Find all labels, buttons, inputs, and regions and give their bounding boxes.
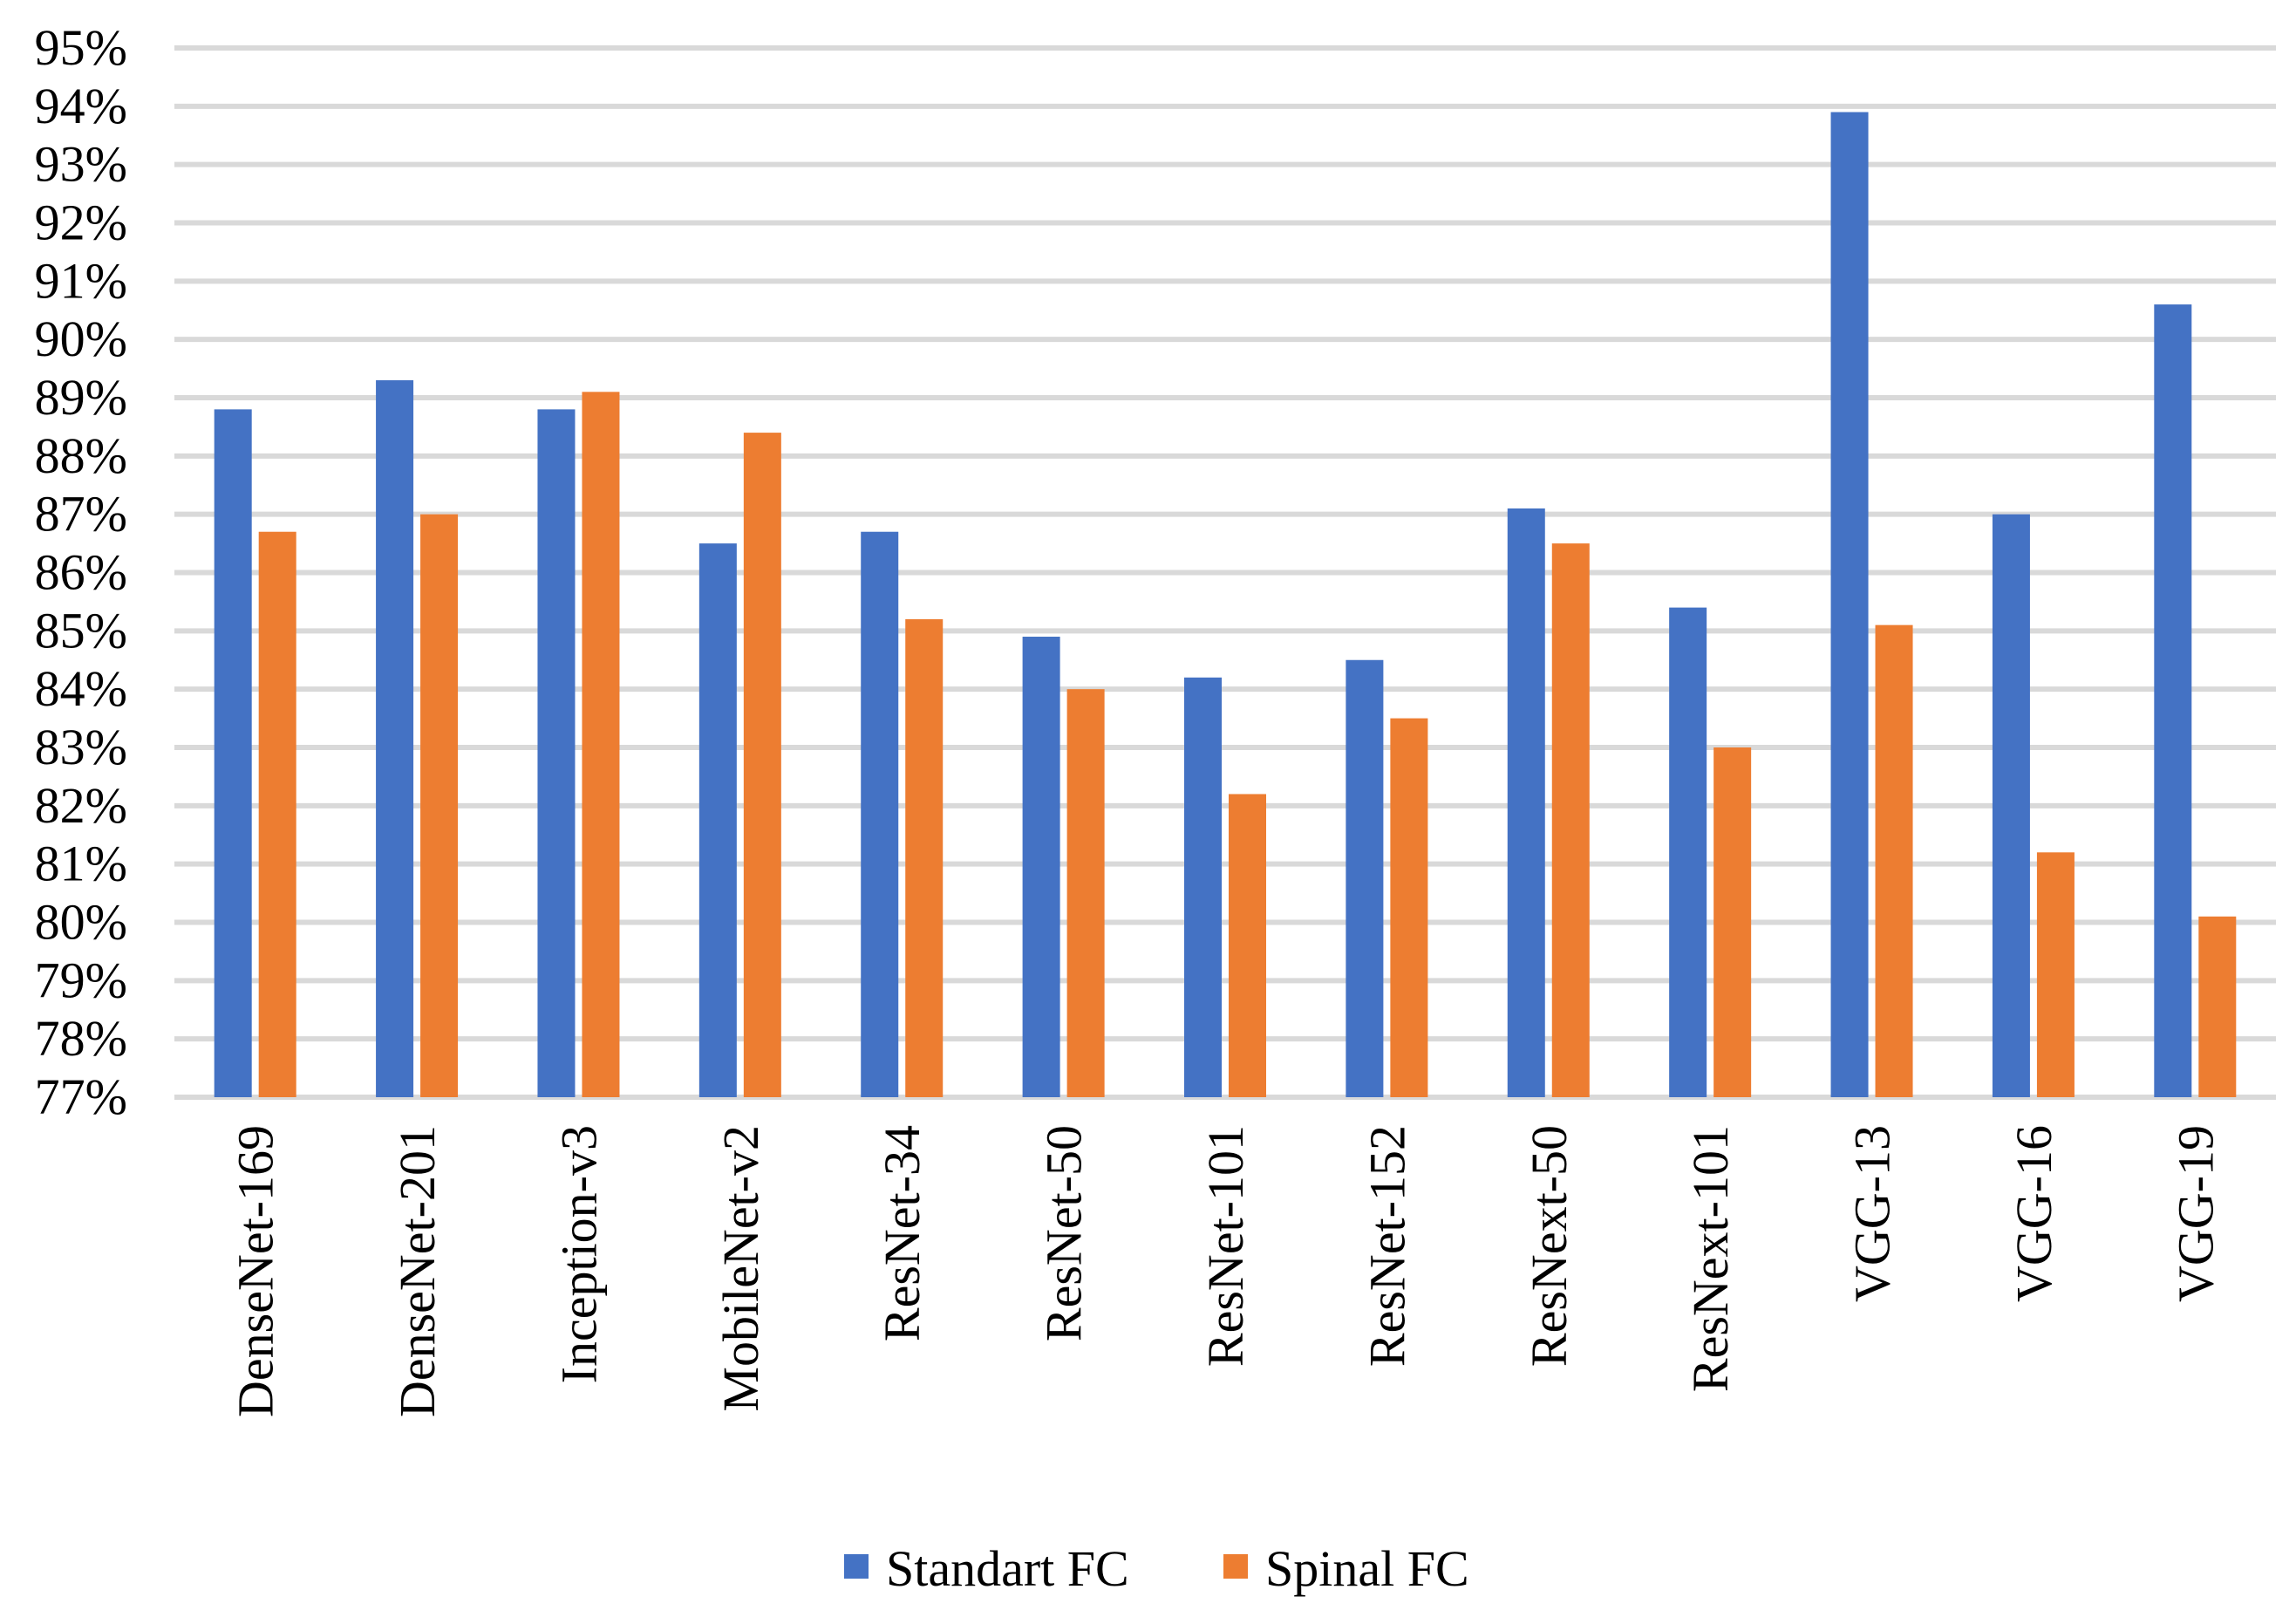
- bar-spinal-fc-resnet-152: [1390, 718, 1428, 1097]
- bar-standart-fc-mobilenet-v2: [698, 543, 737, 1097]
- y-tick-label: 90%: [35, 310, 127, 367]
- y-tick-label: 84%: [35, 660, 127, 717]
- y-tick-label: 77%: [35, 1068, 127, 1125]
- bar-spinal-fc-resnet-50: [1066, 689, 1105, 1097]
- x-tick-label: ResNext-101: [1682, 1125, 1739, 1392]
- y-tick-label: 82%: [35, 777, 127, 834]
- bars: [214, 112, 2237, 1098]
- x-tick-label: VGG-19: [2167, 1125, 2224, 1302]
- legend-standart-fc-label: Standart FC: [886, 1540, 1129, 1597]
- y-tick-label: 91%: [35, 252, 127, 309]
- bar-standart-fc-resnet-152: [1346, 659, 1384, 1097]
- bar-standart-fc-resnet-34: [861, 531, 899, 1097]
- legend: Standart FC Spinal FC: [844, 1540, 1469, 1597]
- gridlines: [174, 45, 2276, 1100]
- y-tick-label: 83%: [35, 719, 127, 775]
- bar-spinal-fc-densenet-201: [420, 514, 459, 1097]
- bar-standart-fc-vgg-16: [1992, 514, 2030, 1097]
- x-tick-label: VGG-16: [2006, 1125, 2062, 1302]
- x-tick-label: DenseNet-169: [228, 1125, 284, 1417]
- bar-spinal-fc-resnet-101: [1229, 794, 1266, 1097]
- y-tick-label: 89%: [35, 369, 127, 426]
- x-tick-label: ResNet-50: [1036, 1125, 1093, 1341]
- y-tick-label: 81%: [35, 836, 127, 892]
- bar-standart-fc-vgg-19: [2154, 304, 2192, 1098]
- bar-standart-fc-resnext-50: [1507, 508, 1545, 1097]
- bar-standart-fc-densenet-201: [376, 379, 414, 1097]
- x-tick-label: MobileNet-v2: [712, 1125, 769, 1412]
- x-tick-label: Inception-v3: [550, 1125, 607, 1383]
- bar-standart-fc-vgg-13: [1830, 112, 1869, 1098]
- x-tick-label: ResNet-152: [1359, 1125, 1415, 1367]
- bar-standart-fc-resnet-50: [1022, 637, 1060, 1097]
- y-tick-label: 95%: [35, 19, 127, 76]
- bar-standart-fc-densenet-169: [214, 409, 252, 1097]
- y-tick-label: 94%: [35, 78, 127, 134]
- bar-spinal-fc-resnet-34: [905, 618, 944, 1097]
- legend-spinal-fc-swatch: [1223, 1554, 1248, 1579]
- x-axis-ticks: DenseNet-169 DenseNet-201 Inception-v3 Mobi…: [228, 1125, 2224, 1417]
- y-tick-label: 87%: [35, 486, 127, 542]
- y-tick-label: 79%: [35, 952, 127, 1008]
- bar-spinal-fc-vgg-16: [2036, 852, 2075, 1097]
- bar-spinal-fc-vgg-13: [1875, 624, 1913, 1097]
- y-tick-label: 93%: [35, 136, 127, 193]
- x-tick-label: VGG-13: [1844, 1125, 1901, 1302]
- y-axis-ticks: 77%78%79%80%81%82%83%84%85%86%87%88%89%9…: [35, 19, 127, 1125]
- y-tick-label: 80%: [35, 894, 127, 951]
- bar-spinal-fc-inception-v3: [582, 392, 620, 1098]
- x-tick-label: ResNext-50: [1521, 1125, 1577, 1367]
- x-tick-label: ResNet-34: [874, 1125, 930, 1341]
- y-tick-label: 85%: [35, 602, 127, 658]
- bar-standart-fc-resnext-101: [1669, 607, 1707, 1097]
- bar-spinal-fc-mobilenet-v2: [743, 433, 781, 1098]
- bar-spinal-fc-resnext-101: [1713, 747, 1752, 1097]
- y-tick-label: 86%: [35, 544, 127, 601]
- legend-standart-fc-swatch: [844, 1554, 869, 1579]
- x-tick-label: DenseNet-201: [389, 1125, 446, 1417]
- bar-standart-fc-inception-v3: [537, 409, 576, 1097]
- y-tick-label: 78%: [35, 1010, 127, 1067]
- x-tick-label: ResNet-101: [1197, 1125, 1254, 1367]
- bar-spinal-fc-resnext-50: [1551, 543, 1590, 1097]
- legend-spinal-fc-label: Spinal FC: [1265, 1540, 1469, 1597]
- y-tick-label: 92%: [35, 194, 127, 251]
- bar-standart-fc-resnet-101: [1184, 677, 1222, 1097]
- y-tick-label: 88%: [35, 427, 127, 484]
- bar-spinal-fc-vgg-19: [2198, 916, 2237, 1097]
- bar-spinal-fc-densenet-169: [258, 531, 296, 1097]
